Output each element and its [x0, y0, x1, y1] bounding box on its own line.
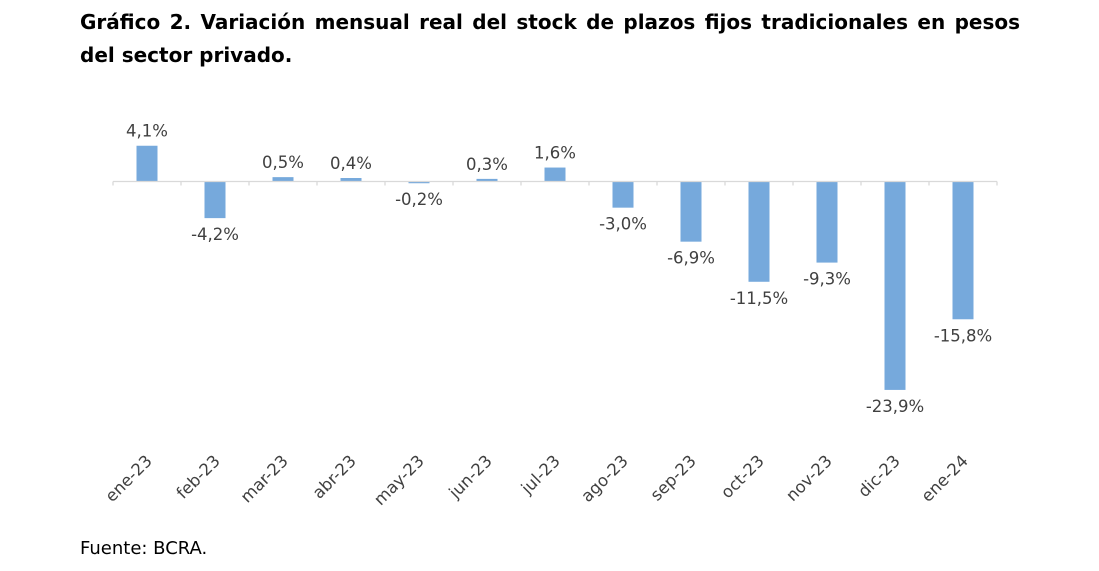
- data-label-ago-23: -3,0%: [599, 215, 647, 234]
- data-label-ene-23: 4,1%: [126, 122, 168, 141]
- x-tick-ene-23: ene-23: [102, 451, 156, 505]
- bar-feb-23: [204, 181, 226, 219]
- data-label-sep-23: -6,9%: [667, 249, 715, 268]
- x-tick-oct-23: oct-23: [717, 451, 768, 502]
- data-label-ene-24: -15,8%: [934, 326, 992, 345]
- bar-oct-23: [748, 181, 770, 282]
- x-tick-jul-23: jul-23: [517, 451, 564, 498]
- data-label-may-23: -0,2%: [395, 190, 443, 209]
- data-label-nov-23: -9,3%: [803, 270, 851, 289]
- bar-nov-23: [816, 181, 838, 263]
- x-tick-abr-23: abr-23: [309, 451, 360, 502]
- x-tick-feb-23: feb-23: [173, 451, 224, 502]
- bar-jun-23: [476, 178, 498, 182]
- x-tick-sep-23: sep-23: [647, 451, 700, 504]
- bar-may-23: [408, 181, 430, 184]
- x-tick-mar-23: mar-23: [237, 451, 292, 506]
- bar-mar-23: [272, 177, 294, 182]
- x-tick-may-23: may-23: [370, 451, 428, 509]
- data-label-jul-23: 1,6%: [534, 144, 576, 163]
- data-label-oct-23: -11,5%: [730, 289, 788, 308]
- x-tick-ago-23: ago-23: [577, 451, 631, 505]
- data-label-jun-23: 0,3%: [466, 155, 508, 174]
- x-tick-nov-23: nov-23: [782, 451, 836, 505]
- bar-ene-24: [952, 181, 974, 320]
- bar-sep-23: [680, 181, 702, 242]
- bar-ago-23: [612, 181, 634, 208]
- bar-dic-23: [884, 181, 906, 390]
- data-label-mar-23: 0,5%: [262, 153, 304, 172]
- bar-ene-23: [136, 145, 158, 182]
- data-label-feb-23: -4,2%: [191, 225, 239, 244]
- x-tick-jun-23: jun-23: [445, 451, 496, 502]
- data-label-abr-23: 0,4%: [330, 154, 372, 173]
- chart-title: Gráfico 2. Variación mensual real del st…: [80, 10, 1020, 67]
- bar-jul-23: [544, 167, 566, 182]
- x-tick-dic-23: dic-23: [854, 451, 904, 501]
- source-note: Fuente: BCRA.: [80, 538, 208, 559]
- x-tick-ene-24: ene-24: [918, 451, 972, 505]
- data-label-dic-23: -23,9%: [866, 397, 924, 416]
- bar-abr-23: [340, 178, 362, 182]
